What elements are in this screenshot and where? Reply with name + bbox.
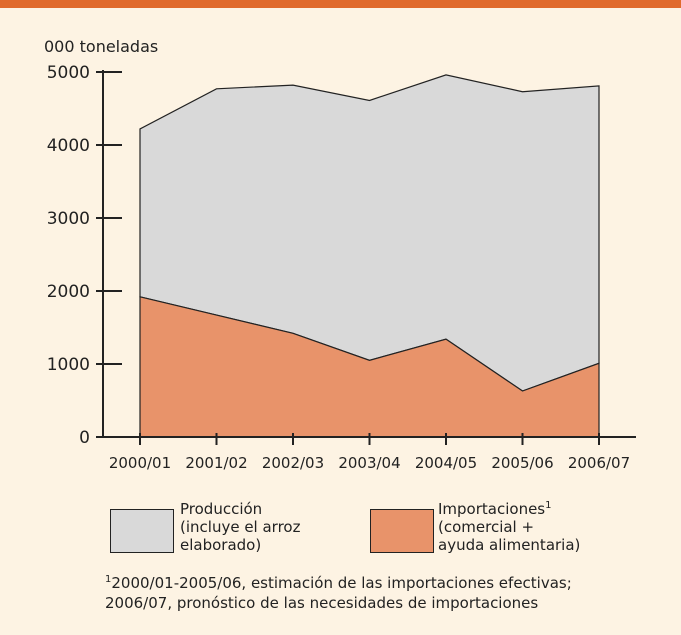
legend-importaciones-line-3: ayuda alimentaria) bbox=[438, 536, 581, 554]
x-tick-label-2000/01: 2000/01 bbox=[109, 454, 171, 472]
x-tick-label-2006/07: 2006/07 bbox=[568, 454, 630, 472]
x-tick-label-2002/03: 2002/03 bbox=[262, 454, 324, 472]
footnote-text-1: 2000/01-2005/06, estimación de las impor… bbox=[111, 574, 572, 592]
footnote-line-2: 2006/07, pronóstico de las necesidades d… bbox=[105, 594, 539, 612]
footnote-line-1: 12000/01-2005/06, estimación de las impo… bbox=[105, 573, 572, 593]
y-tick-label-3000: 3000 bbox=[47, 209, 90, 229]
footnote-sup: 1 bbox=[105, 574, 112, 585]
legend-importaciones-title: Importaciones bbox=[438, 500, 546, 518]
y-tick-label-1000: 1000 bbox=[47, 355, 90, 375]
legend-swatch-importaciones bbox=[370, 509, 434, 553]
legend-importaciones-sup: 1 bbox=[545, 500, 552, 511]
legend-produccion-line-2: (incluye el arroz bbox=[180, 518, 301, 536]
legend-label-produccion: Producción (incluye el arroz elaborado) bbox=[180, 500, 300, 554]
legend-importaciones-line-2: (comercial + bbox=[438, 518, 535, 536]
x-tick-label-2003/04: 2003/04 bbox=[338, 454, 400, 472]
legend-swatch-produccion bbox=[110, 509, 174, 553]
chart: 000 toneladas 0 1000 2000 3000 4000 5000 2000… bbox=[44, 37, 636, 472]
y-tick-label-5000: 5000 bbox=[47, 63, 90, 83]
y-axis-label: 000 toneladas bbox=[44, 37, 158, 56]
legend-label-importaciones: Importaciones1 (comercial + ayuda alimen… bbox=[438, 500, 580, 554]
legend-importaciones-line-1: Importaciones1 bbox=[438, 500, 580, 518]
y-tick-label-2000: 2000 bbox=[47, 282, 90, 302]
x-tick-label-2001/02: 2001/02 bbox=[185, 454, 247, 472]
x-tick-label-2005/06: 2005/06 bbox=[491, 454, 553, 472]
legend-produccion-line-1: Producción bbox=[180, 500, 263, 518]
x-tick-label-2004/05: 2004/05 bbox=[415, 454, 477, 472]
y-tick-label-0: 0 bbox=[79, 428, 90, 448]
y-tick-label-4000: 4000 bbox=[47, 136, 90, 156]
accent-bar bbox=[0, 0, 681, 8]
footnote: 12000/01-2005/06, estimación de las impo… bbox=[105, 573, 572, 613]
legend-produccion-line-3: elaborado) bbox=[180, 536, 262, 554]
